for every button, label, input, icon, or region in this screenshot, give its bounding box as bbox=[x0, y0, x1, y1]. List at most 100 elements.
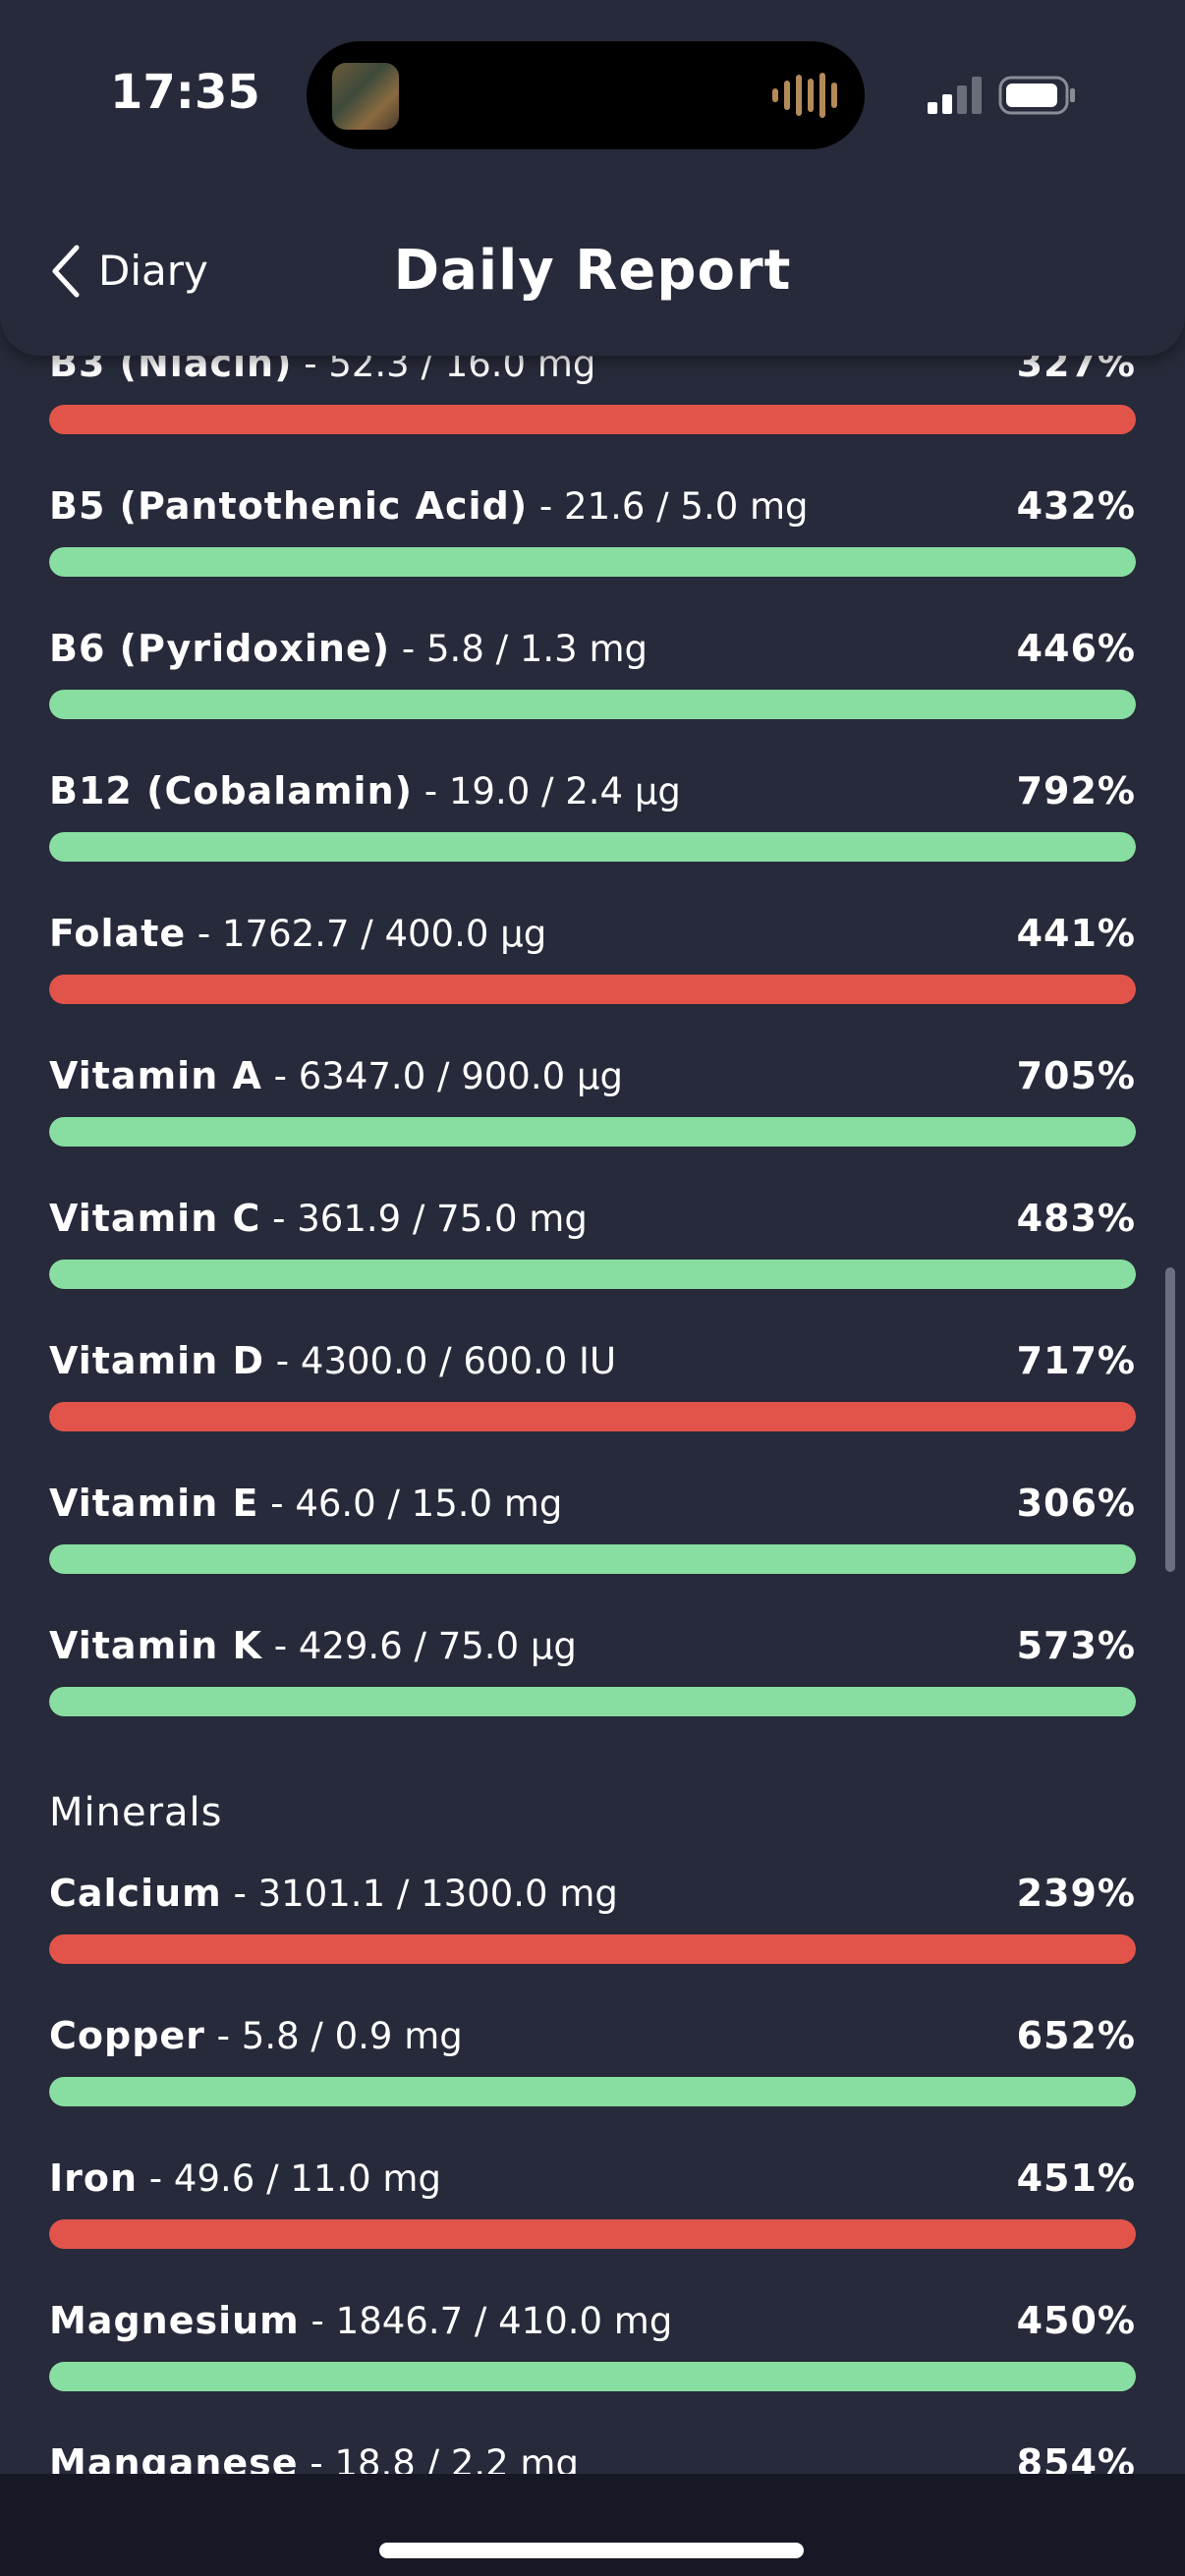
nutrient-amount: 5.8 / 1.3 mg bbox=[426, 628, 648, 670]
nutrient-row-vitamin-d: Vitamin D - 4300.0 / 600.0 IU 717% bbox=[49, 1331, 1136, 1439]
progress-bar bbox=[49, 547, 1136, 577]
nutrient-row-vitamin-c: Vitamin C - 361.9 / 75.0 mg 483% bbox=[49, 1189, 1136, 1297]
nutrient-percent: 432% bbox=[1016, 484, 1136, 528]
nutrient-amount: 5.8 / 0.9 mg bbox=[241, 2015, 463, 2057]
nutrient-percent: 705% bbox=[1016, 1054, 1136, 1097]
nutrient-name: B6 (Pyridoxine) bbox=[49, 627, 391, 670]
progress-bar bbox=[49, 1544, 1136, 1574]
nutrient-name: Vitamin E bbox=[49, 1482, 259, 1525]
nutrient-amount: 21.6 / 5.0 mg bbox=[564, 485, 809, 528]
nutrient-row-calcium: Calcium - 3101.1 / 1300.0 mg 239% bbox=[49, 1864, 1136, 1972]
nutrient-row-copper: Copper - 5.8 / 0.9 mg 652% bbox=[49, 2006, 1136, 2114]
nutrient-row-vitamin-k: Vitamin K - 429.6 / 75.0 µg 573% bbox=[49, 1616, 1136, 1724]
nutrient-row-vitamin-e: Vitamin E - 46.0 / 15.0 mg 306% bbox=[49, 1474, 1136, 1582]
page-title: Daily Report bbox=[393, 239, 792, 303]
now-playing-artwork-icon bbox=[332, 63, 399, 130]
dynamic-island[interactable] bbox=[307, 41, 865, 149]
progress-bar bbox=[49, 405, 1136, 434]
nutrient-name: Vitamin K bbox=[49, 1624, 262, 1667]
nutrient-percent: 451% bbox=[1016, 2156, 1136, 2200]
progress-bar-fill bbox=[49, 832, 1136, 862]
scrollbar[interactable] bbox=[1165, 1267, 1175, 1572]
progress-bar bbox=[49, 2219, 1136, 2249]
nutrient-list[interactable]: B3 (Niacin) - 52.3 / 16.0 mg 327% B5 (Pa… bbox=[0, 0, 1185, 2474]
progress-bar-fill bbox=[49, 405, 1136, 434]
nutrient-row-vitamin-a: Vitamin A - 6347.0 / 900.0 µg 705% bbox=[49, 1046, 1136, 1154]
nutrient-name: Copper bbox=[49, 2014, 205, 2057]
progress-bar bbox=[49, 2362, 1136, 2391]
nutrient-amount: 361.9 / 75.0 mg bbox=[297, 1198, 588, 1240]
progress-bar bbox=[49, 690, 1136, 719]
nutrient-amount: 429.6 / 75.0 µg bbox=[298, 1625, 577, 1667]
back-button-label: Diary bbox=[98, 247, 208, 295]
nutrient-percent: 450% bbox=[1016, 2299, 1136, 2342]
nutrient-amount: 1846.7 / 410.0 mg bbox=[335, 2300, 673, 2342]
nutrient-amount: 19.0 / 2.4 µg bbox=[448, 770, 681, 812]
progress-bar bbox=[49, 1117, 1136, 1147]
progress-bar-fill bbox=[49, 1402, 1136, 1431]
nutrient-amount: 18.8 / 2.2 mg bbox=[334, 2442, 579, 2474]
progress-bar-fill bbox=[49, 1117, 1136, 1147]
progress-bar-fill bbox=[49, 2362, 1136, 2391]
nutrient-name: Iron bbox=[49, 2156, 139, 2200]
section-title-minerals: Minerals bbox=[49, 1790, 223, 1835]
nutrient-amount: 6347.0 / 900.0 µg bbox=[298, 1055, 623, 1097]
nutrient-percent: 652% bbox=[1016, 2014, 1136, 2057]
nutrient-percent: 483% bbox=[1016, 1197, 1136, 1240]
progress-bar bbox=[49, 1260, 1136, 1289]
nutrient-percent: 854% bbox=[1016, 2441, 1136, 2474]
nutrient-row-magnesium: Magnesium - 1846.7 / 410.0 mg 450% bbox=[49, 2291, 1136, 2399]
header: 17:35 Diary Daily Report bbox=[0, 0, 1185, 356]
nutrient-name: Vitamin C bbox=[49, 1197, 261, 1240]
nutrient-name: Manganese bbox=[49, 2441, 299, 2474]
progress-bar bbox=[49, 1687, 1136, 1716]
nutrient-name: Calcium bbox=[49, 1872, 222, 1915]
battery-icon bbox=[998, 76, 1075, 115]
nutrient-row-b6: B6 (Pyridoxine) - 5.8 / 1.3 mg 446% bbox=[49, 619, 1136, 727]
nutrient-percent: 239% bbox=[1016, 1872, 1136, 1915]
progress-bar-fill bbox=[49, 975, 1136, 1004]
progress-bar-fill bbox=[49, 1544, 1136, 1574]
nutrient-row-b12: B12 (Cobalamin) - 19.0 / 2.4 µg 792% bbox=[49, 761, 1136, 869]
nutrient-percent: 446% bbox=[1016, 627, 1136, 670]
nutrient-name: Folate bbox=[49, 912, 187, 955]
nutrient-row-b3: B3 (Niacin) - 52.3 / 16.0 mg 327% bbox=[49, 334, 1136, 442]
nutrient-name: Magnesium bbox=[49, 2299, 300, 2342]
nutrient-amount: 3101.1 / 1300.0 mg bbox=[257, 1873, 618, 1915]
progress-bar-fill bbox=[49, 1687, 1136, 1716]
nutrient-percent: 306% bbox=[1016, 1482, 1136, 1525]
back-button[interactable]: Diary bbox=[47, 232, 208, 310]
progress-bar-fill bbox=[49, 1934, 1136, 1964]
progress-bar-fill bbox=[49, 690, 1136, 719]
home-indicator[interactable] bbox=[379, 2543, 804, 2558]
home-indicator-area bbox=[0, 2474, 1185, 2576]
nutrient-row-folate: Folate - 1762.7 / 400.0 µg 441% bbox=[49, 904, 1136, 1012]
nutrient-name: B12 (Cobalamin) bbox=[49, 769, 413, 812]
nutrient-percent: 792% bbox=[1016, 769, 1136, 812]
nutrient-row-iron: Iron - 49.6 / 11.0 mg 451% bbox=[49, 2149, 1136, 2257]
nutrient-amount: 49.6 / 11.0 mg bbox=[173, 2157, 441, 2200]
cellular-signal-icon bbox=[928, 77, 982, 114]
nutrient-percent: 717% bbox=[1016, 1339, 1136, 1382]
progress-bar-fill bbox=[49, 547, 1136, 577]
progress-bar bbox=[49, 1934, 1136, 1964]
progress-bar-fill bbox=[49, 2077, 1136, 2106]
chevron-left-icon bbox=[52, 245, 80, 298]
nutrient-name: Vitamin D bbox=[49, 1339, 265, 1382]
nutrient-amount: 4300.0 / 600.0 IU bbox=[300, 1340, 617, 1382]
nutrient-percent: 573% bbox=[1016, 1624, 1136, 1667]
nutrient-name: Vitamin A bbox=[49, 1054, 262, 1097]
progress-bar bbox=[49, 975, 1136, 1004]
progress-bar bbox=[49, 832, 1136, 862]
progress-bar-fill bbox=[49, 2219, 1136, 2249]
nutrient-name: B5 (Pantothenic Acid) bbox=[49, 484, 529, 528]
nutrient-amount: 1762.7 / 400.0 µg bbox=[222, 913, 547, 955]
nutrient-amount: 46.0 / 15.0 mg bbox=[295, 1483, 563, 1525]
nutrient-row-b5: B5 (Pantothenic Acid) - 21.6 / 5.0 mg 43… bbox=[49, 476, 1136, 585]
status-time: 17:35 bbox=[110, 65, 260, 120]
nutrient-row-manganese: Manganese - 18.8 / 2.2 mg 854% bbox=[49, 2434, 1136, 2474]
progress-bar-fill bbox=[49, 1260, 1136, 1289]
audio-waveform-icon bbox=[772, 73, 837, 118]
progress-bar bbox=[49, 2077, 1136, 2106]
nutrient-percent: 441% bbox=[1016, 912, 1136, 955]
